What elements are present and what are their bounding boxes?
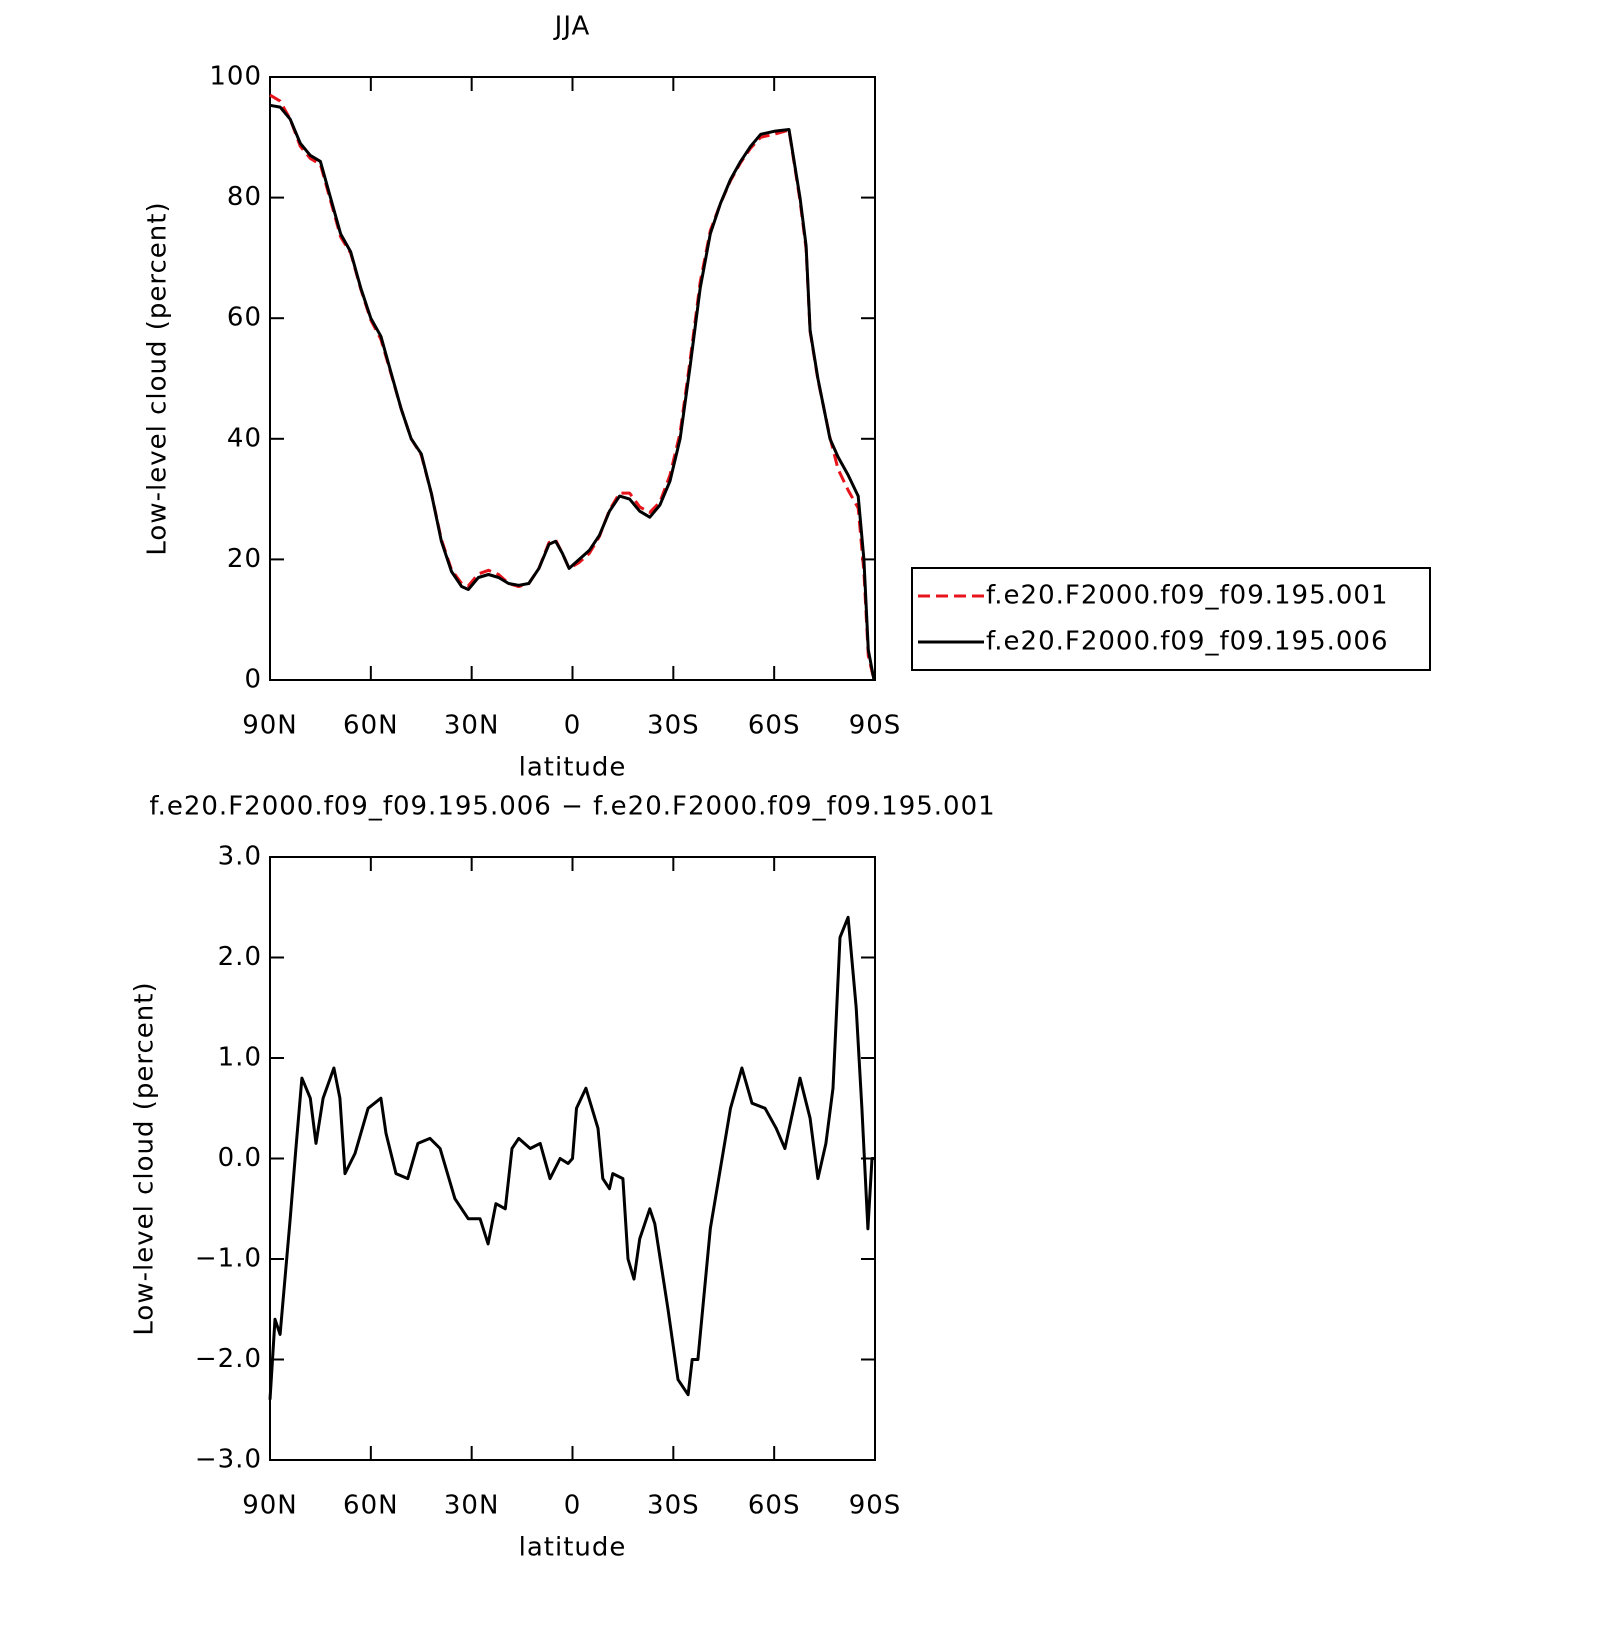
x-tick-label: 30S: [647, 1491, 700, 1521]
x-tick-label: 30N: [444, 711, 500, 741]
y-tick-label: 60: [227, 303, 262, 333]
y-tick-label: −1.0: [195, 1244, 262, 1274]
data-line: [269, 93, 876, 681]
y-tick-label: −3.0: [195, 1445, 262, 1475]
chart-title: JJA: [553, 12, 591, 42]
y-tick-label: 2.0: [218, 942, 262, 972]
x-tick-label: 90N: [242, 1491, 298, 1521]
y-tick-label: −2.0: [195, 1344, 262, 1374]
data-line: [269, 103, 876, 681]
x-axis-label: latitude: [519, 1533, 627, 1563]
x-tick-label: 0: [564, 711, 582, 741]
x-tick-label: 60S: [748, 1491, 801, 1521]
x-tick-label: 0: [564, 1491, 582, 1521]
y-tick-label: 80: [227, 182, 262, 212]
y-tick-label: 1.0: [218, 1043, 262, 1073]
y-tick-label: 20: [227, 544, 262, 574]
y-tick-label: 40: [227, 423, 262, 453]
data-line: [268, 915, 875, 1400]
x-tick-label: 90S: [849, 1491, 902, 1521]
y-axis-label: Low-level cloud (percent): [143, 201, 173, 555]
x-tick-label: 90S: [849, 711, 902, 741]
legend-label: f.e20.F2000.f09_f09.195.001: [986, 581, 1389, 611]
y-tick-label: 0: [244, 665, 262, 695]
y-tick-label: 0.0: [218, 1143, 262, 1173]
x-tick-label: 60N: [343, 1491, 399, 1521]
chart-title: f.e20.F2000.f09_f09.195.006 − f.e20.F200…: [149, 792, 995, 822]
y-tick-label: 3.0: [218, 842, 262, 872]
x-tick-label: 60N: [343, 711, 399, 741]
y-axis-label: Low-level cloud (percent): [130, 981, 160, 1335]
x-tick-label: 30S: [647, 711, 700, 741]
x-tick-label: 90N: [242, 711, 298, 741]
legend-label: f.e20.F2000.f09_f09.195.006: [986, 627, 1389, 657]
legend-box: [911, 567, 1431, 671]
plot-frame: [269, 76, 876, 681]
x-tick-label: 30N: [444, 1491, 500, 1521]
x-axis-label: latitude: [519, 753, 627, 783]
y-tick-label: 100: [209, 62, 262, 92]
x-tick-label: 60S: [748, 711, 801, 741]
